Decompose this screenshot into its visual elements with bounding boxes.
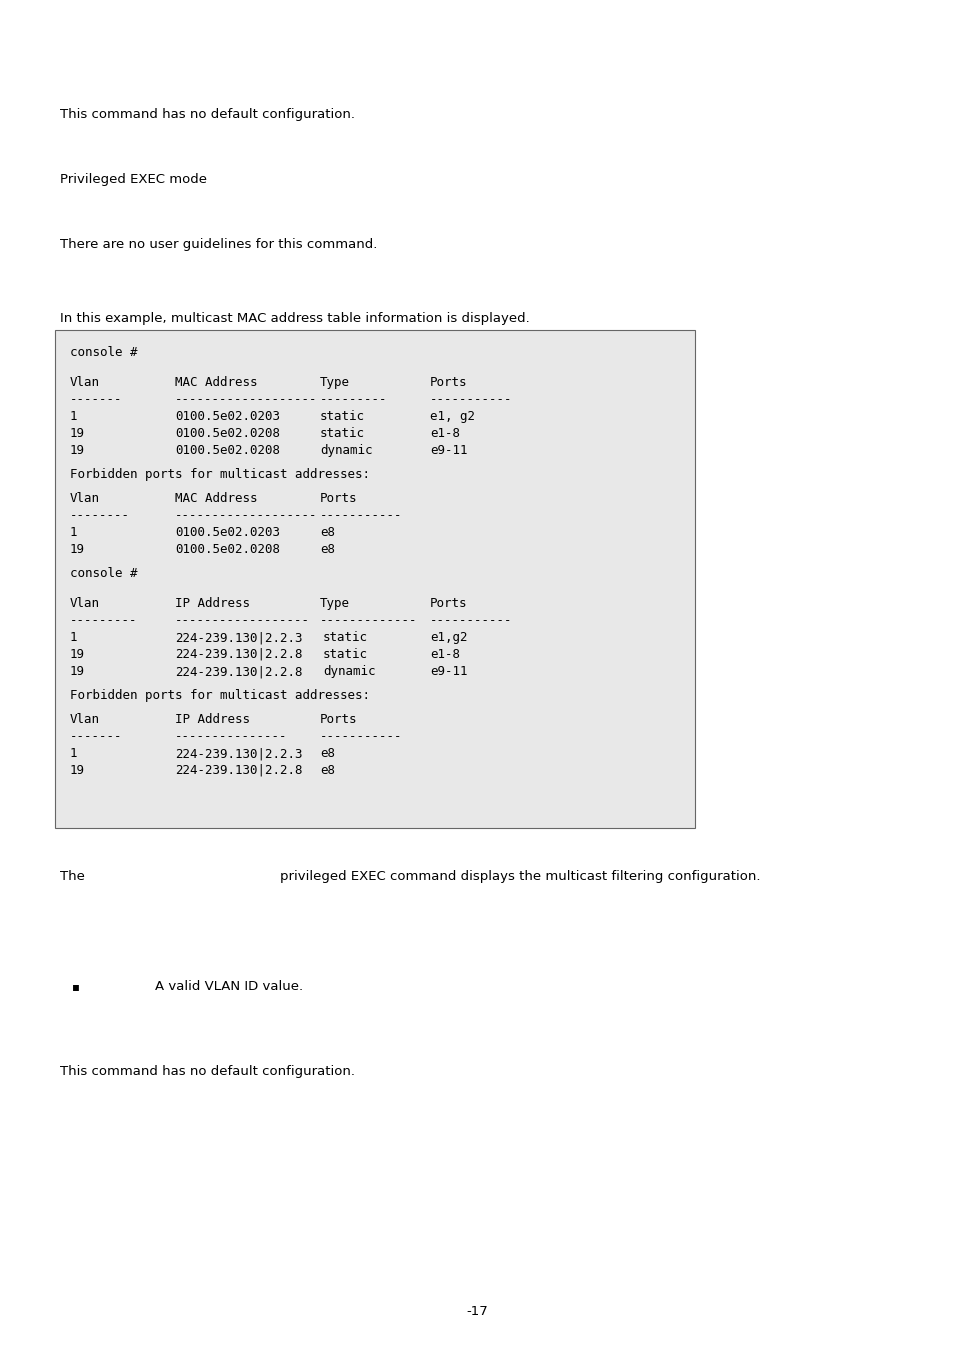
Text: e8: e8: [319, 526, 335, 539]
Text: console #: console #: [70, 346, 137, 359]
Text: dynamic: dynamic: [323, 666, 375, 678]
Text: e8: e8: [319, 543, 335, 556]
Text: IP Address: IP Address: [174, 597, 250, 610]
Text: -----------: -----------: [319, 730, 402, 742]
Text: Vlan: Vlan: [70, 377, 100, 389]
Text: -----------: -----------: [430, 393, 512, 406]
Text: Vlan: Vlan: [70, 491, 100, 505]
Text: e1,g2: e1,g2: [430, 630, 467, 644]
Text: 0100.5e02.0208: 0100.5e02.0208: [174, 444, 280, 458]
Text: This command has no default configuration.: This command has no default configuratio…: [60, 108, 355, 122]
Text: dynamic: dynamic: [319, 444, 372, 458]
Text: -----------: -----------: [430, 614, 512, 626]
Text: e9-11: e9-11: [430, 666, 467, 678]
Bar: [55, 329, 695, 828]
Text: 19: 19: [70, 648, 85, 662]
Text: static: static: [323, 648, 368, 662]
Text: This command has no default configuration.: This command has no default configuratio…: [60, 1065, 355, 1079]
Text: -----------: -----------: [319, 509, 402, 522]
Text: 0100.5e02.0203: 0100.5e02.0203: [174, 410, 280, 423]
Text: static: static: [319, 427, 365, 440]
Text: 19: 19: [70, 543, 85, 556]
Text: -------------------: -------------------: [174, 393, 317, 406]
Text: ------------------: ------------------: [174, 614, 310, 626]
Text: -------: -------: [70, 730, 122, 742]
Text: ▪: ▪: [71, 980, 80, 994]
Text: e1, g2: e1, g2: [430, 410, 475, 423]
Text: 1: 1: [70, 630, 77, 644]
Text: A valid VLAN ID value.: A valid VLAN ID value.: [154, 980, 303, 994]
Text: 224-239.130|2.2.8: 224-239.130|2.2.8: [174, 764, 302, 778]
Text: 224-239.130|2.2.8: 224-239.130|2.2.8: [174, 666, 302, 678]
Text: 224-239.130|2.2.3: 224-239.130|2.2.3: [174, 630, 302, 644]
Text: -------------: -------------: [319, 614, 417, 626]
Text: ---------: ---------: [70, 614, 137, 626]
Text: -------------------: -------------------: [174, 509, 317, 522]
Text: --------: --------: [70, 509, 130, 522]
Text: -------: -------: [70, 393, 122, 406]
Text: The: The: [60, 869, 85, 883]
Text: 1: 1: [70, 747, 77, 760]
Text: 0100.5e02.0203: 0100.5e02.0203: [174, 526, 280, 539]
Text: e1-8: e1-8: [430, 427, 459, 440]
Text: MAC Address: MAC Address: [174, 377, 257, 389]
Text: e8: e8: [319, 747, 335, 760]
Text: IP Address: IP Address: [174, 713, 250, 726]
Text: Vlan: Vlan: [70, 597, 100, 610]
Text: 1: 1: [70, 526, 77, 539]
Text: ---------: ---------: [319, 393, 387, 406]
Text: 19: 19: [70, 444, 85, 458]
Text: console #: console #: [70, 567, 137, 580]
Text: static: static: [319, 410, 365, 423]
Text: Ports: Ports: [430, 377, 467, 389]
Text: Ports: Ports: [319, 713, 357, 726]
Text: 0100.5e02.0208: 0100.5e02.0208: [174, 543, 280, 556]
Text: There are no user guidelines for this command.: There are no user guidelines for this co…: [60, 238, 377, 251]
Text: e1-8: e1-8: [430, 648, 459, 662]
Text: e8: e8: [319, 764, 335, 778]
Text: Vlan: Vlan: [70, 713, 100, 726]
Text: In this example, multicast MAC address table information is displayed.: In this example, multicast MAC address t…: [60, 312, 529, 325]
Text: static: static: [323, 630, 368, 644]
Text: 0100.5e02.0208: 0100.5e02.0208: [174, 427, 280, 440]
Text: 1: 1: [70, 410, 77, 423]
Text: -17: -17: [466, 1305, 487, 1318]
Text: 224-239.130|2.2.8: 224-239.130|2.2.8: [174, 648, 302, 662]
Text: 19: 19: [70, 764, 85, 778]
Text: 19: 19: [70, 666, 85, 678]
Text: ---------------: ---------------: [174, 730, 287, 742]
Text: Privileged EXEC mode: Privileged EXEC mode: [60, 173, 207, 186]
Text: 224-239.130|2.2.3: 224-239.130|2.2.3: [174, 747, 302, 760]
Text: e9-11: e9-11: [430, 444, 467, 458]
Text: MAC Address: MAC Address: [174, 491, 257, 505]
Text: Type: Type: [319, 597, 350, 610]
Text: Forbidden ports for multicast addresses:: Forbidden ports for multicast addresses:: [70, 468, 370, 481]
Text: 19: 19: [70, 427, 85, 440]
Text: Ports: Ports: [430, 597, 467, 610]
Text: privileged EXEC command displays the multicast filtering configuration.: privileged EXEC command displays the mul…: [280, 869, 760, 883]
Text: Ports: Ports: [319, 491, 357, 505]
Text: Type: Type: [319, 377, 350, 389]
Text: Forbidden ports for multicast addresses:: Forbidden ports for multicast addresses:: [70, 688, 370, 702]
